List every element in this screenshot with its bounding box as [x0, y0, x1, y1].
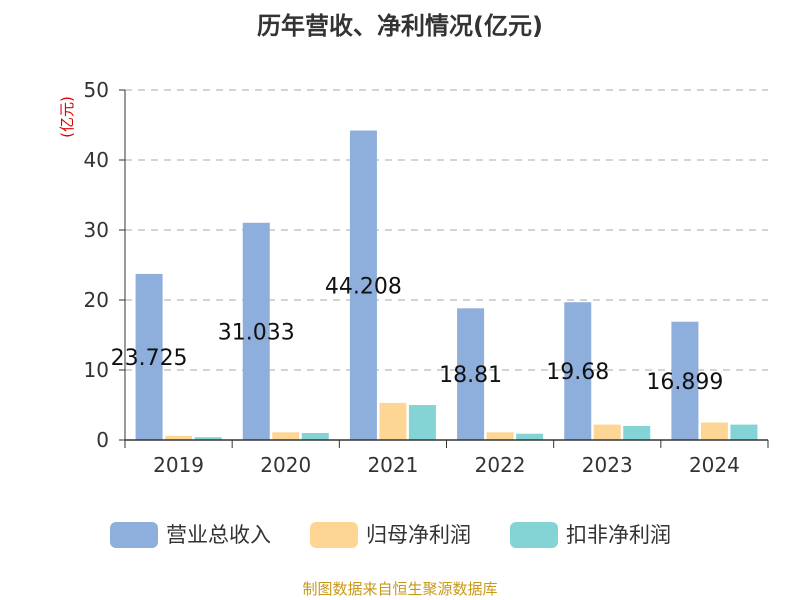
bar[interactable] — [593, 424, 621, 440]
gridlines — [125, 89, 768, 371]
bar[interactable] — [700, 422, 728, 441]
y-tick-label: 40 — [84, 148, 109, 172]
axes: 0 10 20 30 40 50 2019 2020 2021 2022 2023 2024 — [84, 78, 769, 477]
y-tick-label: 10 — [84, 358, 109, 382]
y-tick-label: 20 — [84, 288, 109, 312]
y-tick-label: 0 — [96, 428, 109, 452]
chart-title: 历年营收、净利情况(亿元) — [257, 12, 543, 40]
legend-label: 归母净利润 — [366, 523, 471, 547]
bar[interactable] — [242, 222, 270, 440]
legend-swatch — [310, 522, 358, 548]
y-axis-unit: (亿元) — [58, 96, 76, 138]
data-label: 23.725 — [111, 346, 188, 371]
bar[interactable] — [165, 435, 193, 440]
source-note: 制图数据来自恒生聚源数据库 — [302, 580, 497, 598]
bar[interactable] — [516, 433, 544, 440]
bar[interactable] — [408, 405, 436, 440]
legend-item[interactable]: 归母净利润 — [310, 522, 471, 548]
x-tick-label: 2020 — [260, 453, 311, 477]
x-tick-label: 2019 — [153, 453, 204, 477]
bar[interactable] — [135, 273, 163, 440]
bar[interactable] — [349, 130, 377, 440]
data-labels: 23.725 31.033 44.208 18.81 19.68 16.899 — [111, 274, 724, 395]
data-label: 19.68 — [546, 360, 609, 385]
x-tick-label: 2022 — [475, 453, 526, 477]
bar[interactable] — [272, 432, 300, 440]
legend-item[interactable]: 营业总收入 — [110, 522, 271, 548]
x-tick-label: 2024 — [689, 453, 740, 477]
bar[interactable] — [564, 302, 592, 440]
bar[interactable] — [671, 321, 699, 440]
legend-label: 扣非净利润 — [566, 523, 671, 547]
data-label: 31.033 — [218, 320, 295, 345]
legend-label: 营业总收入 — [166, 523, 271, 547]
bar[interactable] — [730, 424, 758, 440]
legend-swatch — [510, 522, 558, 548]
bar[interactable] — [194, 437, 222, 440]
data-label: 18.81 — [439, 363, 502, 388]
y-tick-label: 30 — [84, 218, 109, 242]
bar[interactable] — [486, 432, 514, 440]
x-tick-label: 2023 — [582, 453, 633, 477]
legend-item[interactable]: 扣非净利润 — [510, 522, 671, 548]
bar[interactable] — [379, 402, 407, 440]
bar[interactable] — [623, 426, 651, 440]
x-tick-label: 2021 — [367, 453, 418, 477]
data-label: 16.899 — [646, 370, 723, 395]
legend[interactable]: 营业总收入 归母净利润 扣非净利润 — [110, 522, 671, 548]
bar[interactable] — [301, 433, 329, 440]
bar[interactable] — [457, 308, 485, 440]
y-tick-label: 50 — [84, 78, 109, 102]
bars — [135, 130, 758, 441]
legend-swatch — [110, 522, 158, 548]
data-label: 44.208 — [325, 274, 402, 299]
